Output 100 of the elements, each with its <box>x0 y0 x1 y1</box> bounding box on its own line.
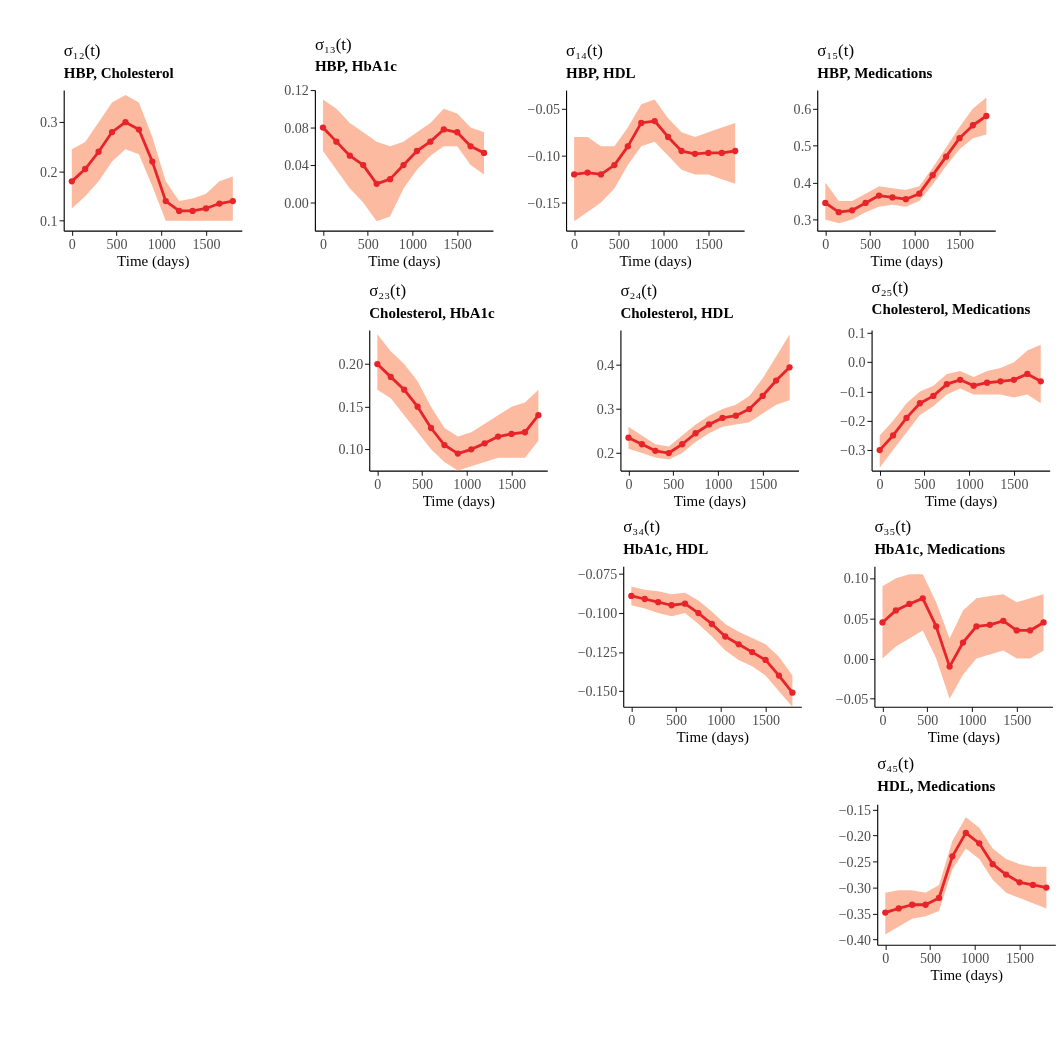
point <box>414 403 421 410</box>
y-tick-label: 0.2 <box>596 445 615 462</box>
x-tick-label: 1500 <box>192 235 221 252</box>
y-tick-label: 0.08 <box>284 119 309 136</box>
point <box>651 117 658 125</box>
chart-title: σ₂₄(t) <box>620 281 658 301</box>
x-tick-label: 1500 <box>497 475 527 492</box>
x-tick-label: 500 <box>663 475 685 492</box>
y-tick-label: −0.15 <box>527 194 560 211</box>
y-tick-label: 0.6 <box>793 100 812 117</box>
y-tick-label: −0.30 <box>838 879 872 896</box>
x-tick-label: 1000 <box>704 475 733 492</box>
point <box>935 894 943 902</box>
point <box>427 138 434 145</box>
point <box>494 433 502 440</box>
chart-subtitle: HBP, HbA1c <box>314 58 398 75</box>
y-tick-label: −0.15 <box>838 801 872 818</box>
chart-title: σ₃₄(t) <box>623 517 661 537</box>
point <box>641 595 648 603</box>
point <box>122 119 129 126</box>
point <box>401 386 408 393</box>
point <box>333 138 340 145</box>
y-tick-label: 0.0 <box>847 354 866 371</box>
x-tick-label: 1500 <box>443 235 472 252</box>
point <box>655 598 662 606</box>
x-tick-label: 0 <box>882 950 890 967</box>
point <box>1029 881 1037 889</box>
point <box>108 128 116 136</box>
chart-subtitle: HBP, Cholesterol <box>63 64 174 81</box>
x-tick-label: 1000 <box>147 235 176 252</box>
y-tick-label: −0.05 <box>835 690 869 707</box>
point <box>628 592 635 600</box>
chart-subtitle: Cholesterol, HbA1c <box>369 304 496 321</box>
point <box>956 135 963 142</box>
y-tick-label: −0.10 <box>527 147 560 164</box>
point <box>149 158 156 165</box>
point <box>983 112 990 120</box>
y-tick-label: 0.00 <box>843 650 869 667</box>
point <box>373 180 380 187</box>
point <box>708 620 715 628</box>
point <box>1000 617 1007 624</box>
point <box>481 440 488 447</box>
point <box>705 149 712 157</box>
point <box>943 381 950 388</box>
x-tick-label: 500 <box>357 235 379 252</box>
point <box>835 209 842 216</box>
point <box>719 414 726 422</box>
point <box>862 199 869 207</box>
point <box>949 853 956 860</box>
point <box>962 829 969 837</box>
chart-subtitle: HbA1c, HDL <box>623 541 709 558</box>
point <box>933 623 940 630</box>
x-tick-label: 500 <box>859 235 882 252</box>
x-axis-title: Time (days) <box>930 966 1003 984</box>
x-tick-label: 500 <box>608 235 630 252</box>
x-axis-title: Time (days) <box>422 492 495 510</box>
point <box>849 207 856 214</box>
point <box>638 441 646 448</box>
point <box>176 207 183 215</box>
point <box>162 197 169 205</box>
point <box>879 619 886 626</box>
point <box>319 124 327 131</box>
x-tick-label: 1500 <box>945 235 975 252</box>
point <box>1026 627 1034 634</box>
point <box>535 412 542 419</box>
y-tick-label: 0.1 <box>847 325 866 342</box>
point <box>789 689 796 696</box>
point <box>976 840 983 847</box>
point <box>718 149 725 157</box>
point <box>919 595 926 602</box>
point <box>959 639 967 646</box>
point <box>387 373 394 381</box>
x-axis-title: Time (days) <box>117 252 190 270</box>
point <box>930 392 937 400</box>
y-tick-label: 0.10 <box>843 570 869 587</box>
point <box>611 161 618 169</box>
x-axis-title: Time (days) <box>870 252 943 270</box>
point <box>454 129 461 136</box>
point <box>95 148 102 155</box>
x-tick-label: 1000 <box>955 475 984 492</box>
y-tick-label: −0.075 <box>577 566 618 583</box>
y-tick-label: −0.1 <box>840 383 866 400</box>
y-tick-label: −0.05 <box>527 100 560 117</box>
point <box>773 377 780 384</box>
x-tick-label: 1000 <box>958 712 987 729</box>
point <box>957 376 964 383</box>
point <box>480 149 488 157</box>
point <box>732 147 739 155</box>
x-tick-label: 500 <box>919 950 942 967</box>
x-axis-title: Time (days) <box>924 492 998 510</box>
point <box>775 672 783 679</box>
point <box>625 434 632 441</box>
y-tick-label: 0.1 <box>40 212 58 229</box>
point <box>441 441 448 449</box>
point <box>922 901 929 908</box>
chart-subtitle: HBP, HDL <box>566 64 636 81</box>
y-tick-label: 0.4 <box>793 174 812 191</box>
x-axis-title: Time (days) <box>368 252 441 270</box>
x-tick-label: 0 <box>374 475 382 492</box>
y-tick-label: −0.40 <box>838 931 872 948</box>
